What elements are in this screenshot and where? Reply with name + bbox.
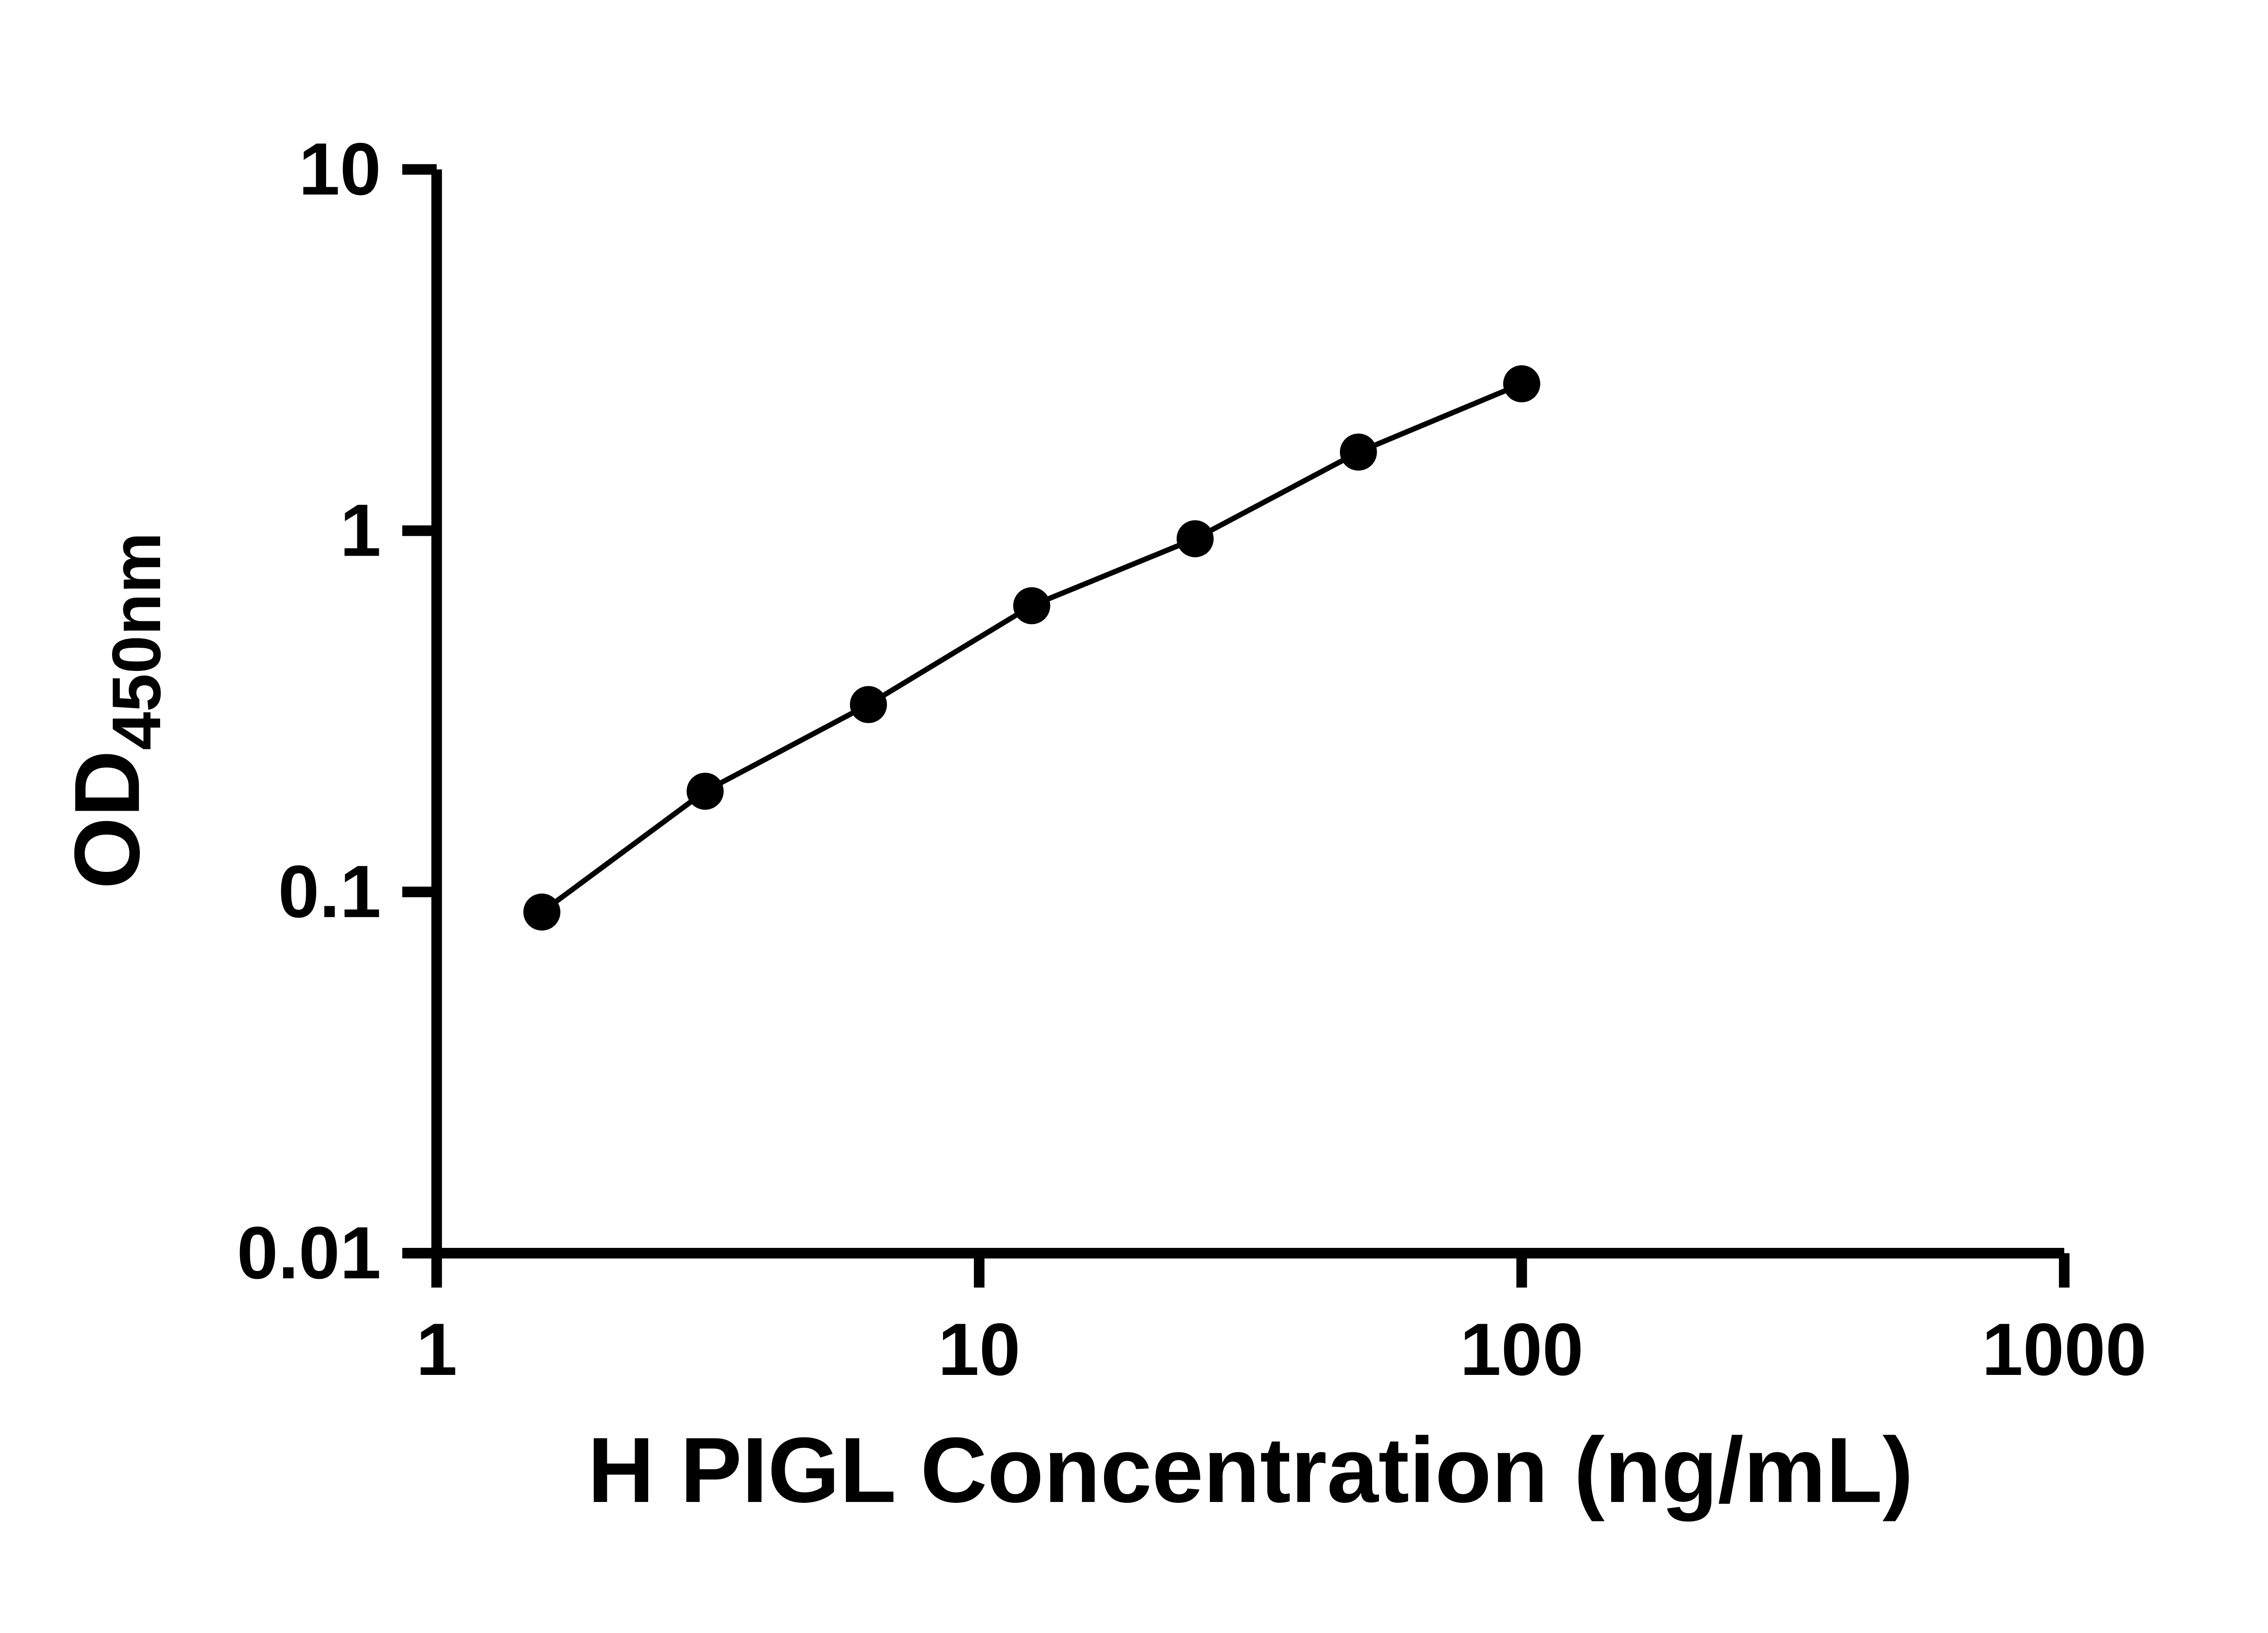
y-axis-label: OD450nm <box>55 532 175 889</box>
x-tick-label: 1 <box>416 1308 457 1391</box>
x-tick-label: 10 <box>938 1308 1021 1391</box>
y-axis-label-subscript: 450nm <box>98 532 175 750</box>
x-axis-label: H PIGL Concentration (ng/mL) <box>587 1418 1913 1522</box>
axes: 1 10 100 1000 0.01 0.1 1 10 <box>237 127 2146 1391</box>
data-point <box>1339 433 1377 471</box>
data-point <box>1013 587 1051 625</box>
data-point <box>523 893 561 931</box>
x-tick-label: 100 <box>1460 1308 1584 1391</box>
data-point <box>1503 365 1540 402</box>
data-point <box>1176 520 1214 557</box>
y-axis-label-main: OD <box>55 750 159 889</box>
data-point <box>850 686 887 724</box>
x-tick-label: 1000 <box>1982 1308 2146 1391</box>
y-tick-label: 1 <box>340 489 381 572</box>
curve-line <box>540 381 1523 914</box>
y-tick-label: 0.01 <box>237 1211 381 1294</box>
y-tick-label: 10 <box>298 127 381 210</box>
y-tick-label: 0.1 <box>278 850 381 933</box>
data-point <box>686 772 724 810</box>
data-series <box>523 365 1540 931</box>
